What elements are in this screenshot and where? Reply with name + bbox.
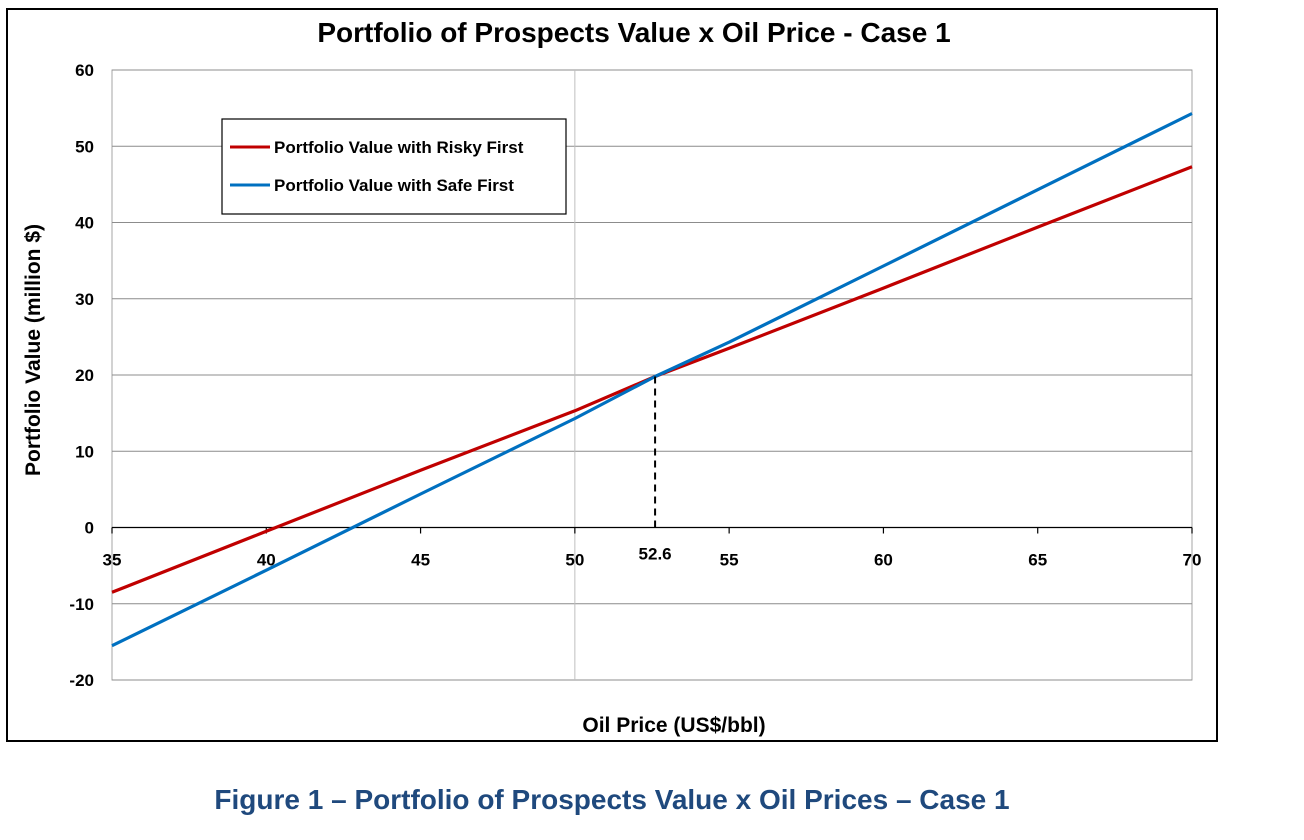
legend: Portfolio Value with Risky First Portfol… bbox=[221, 118, 567, 215]
y-tick-label-50: 50 bbox=[75, 137, 94, 156]
y-tick-label--20: -20 bbox=[69, 671, 94, 690]
annotation-layer: 52.6 bbox=[639, 376, 672, 564]
y-axis-title: Portfolio Value (million $) bbox=[22, 224, 45, 476]
y-tick-label--10: -10 bbox=[69, 595, 94, 614]
x-tick-label-60: 60 bbox=[874, 551, 893, 570]
y-tick-label-30: 30 bbox=[75, 290, 94, 309]
legend-label-risky-first: Portfolio Value with Risky First bbox=[274, 138, 524, 157]
x-tick-label-40: 40 bbox=[257, 551, 276, 570]
chart-title: Portfolio of Prospects Value x Oil Price… bbox=[317, 17, 950, 48]
x-tick-label-45: 45 bbox=[411, 551, 430, 570]
legend-label-safe-first: Portfolio Value with Safe First bbox=[274, 176, 514, 195]
crossover-label: 52.6 bbox=[639, 545, 672, 564]
y-tick-label-40: 40 bbox=[75, 214, 94, 233]
series-layer bbox=[111, 112, 1193, 648]
figure-caption: Figure 1 – Portfolio of Prospects Value … bbox=[214, 784, 1010, 815]
x-tick-label-70: 70 bbox=[1183, 551, 1202, 570]
series-line-1 bbox=[111, 112, 1193, 648]
y-tick-label-60: 60 bbox=[75, 61, 94, 80]
x-tick-label-55: 55 bbox=[720, 551, 739, 570]
legend-box bbox=[221, 118, 567, 215]
x-tick-label-35: 35 bbox=[103, 551, 122, 570]
x-tick-label-50: 50 bbox=[565, 551, 584, 570]
y-tick-label-10: 10 bbox=[75, 442, 94, 461]
tick-layer: -20 -10 0 10 20 30 40 50 60 35 40 45 50 55 60 65 70 bbox=[69, 61, 1201, 690]
y-tick-label-0: 0 bbox=[85, 519, 94, 538]
x-axis-title: Oil Price (US$/bbl) bbox=[582, 714, 765, 737]
x-tick-label-65: 65 bbox=[1028, 551, 1047, 570]
y-tick-label-20: 20 bbox=[75, 366, 94, 385]
